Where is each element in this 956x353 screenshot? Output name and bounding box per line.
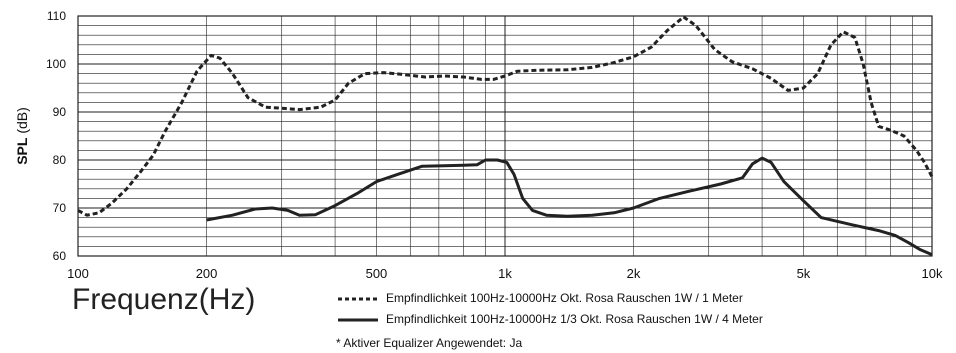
- y-tick-label: 110: [47, 9, 66, 23]
- legend-label-dashed: Empfindlichkeit 100Hz-10000Hz Okt. Rosa …: [386, 291, 743, 305]
- x-tick-label: 10k: [922, 266, 943, 281]
- y-tick-label: 90: [53, 105, 67, 119]
- y-axis-label: SPL (dB): [14, 107, 30, 165]
- legend-item-solid: Empfindlichkeit 100Hz-10000Hz 1/3 Okt. R…: [338, 312, 763, 326]
- y-tick-labels: 60 70 80 90 100 110: [46, 9, 66, 263]
- y-tick-label: 60: [53, 249, 67, 263]
- legend-solid-line-icon: [338, 318, 378, 322]
- plot-frame: [77, 15, 933, 257]
- x-tick-label: 5k: [797, 266, 811, 281]
- y-axis-label-bold: SPL: [14, 137, 30, 165]
- equalizer-note: * Aktiver Equalizer Angewendet: Ja: [336, 336, 523, 350]
- legend-label-solid: Empfindlichkeit 100Hz-10000Hz 1/3 Okt. R…: [386, 312, 763, 326]
- x-tick-label: 1k: [498, 266, 512, 281]
- y-tick-label: 100: [46, 57, 66, 71]
- x-tick-label: 2k: [627, 266, 641, 281]
- x-tick-labels: 100 200 500 1k 2k 5k 10k: [67, 266, 943, 281]
- series-line-1m-dashed: [77, 15, 934, 217]
- legend-item-dashed: Empfindlichkeit 100Hz-10000Hz Okt. Rosa …: [338, 291, 743, 305]
- grid: [77, 15, 933, 257]
- x-tick-label: 500: [366, 266, 388, 281]
- y-tick-label: 80: [53, 153, 67, 167]
- x-tick-label: 200: [196, 266, 218, 281]
- legend-dashed-line-icon: [338, 297, 378, 301]
- y-axis-label-unit: (dB): [14, 107, 30, 134]
- x-tick-label: 100: [67, 266, 89, 281]
- y-axis-label-container: SPL (dB): [2, 16, 42, 256]
- y-tick-label: 70: [53, 201, 67, 215]
- series-lines: [77, 15, 934, 256]
- x-axis-title: Frequenz(Hz): [72, 283, 256, 316]
- series-line-4m-solid: [206, 156, 933, 256]
